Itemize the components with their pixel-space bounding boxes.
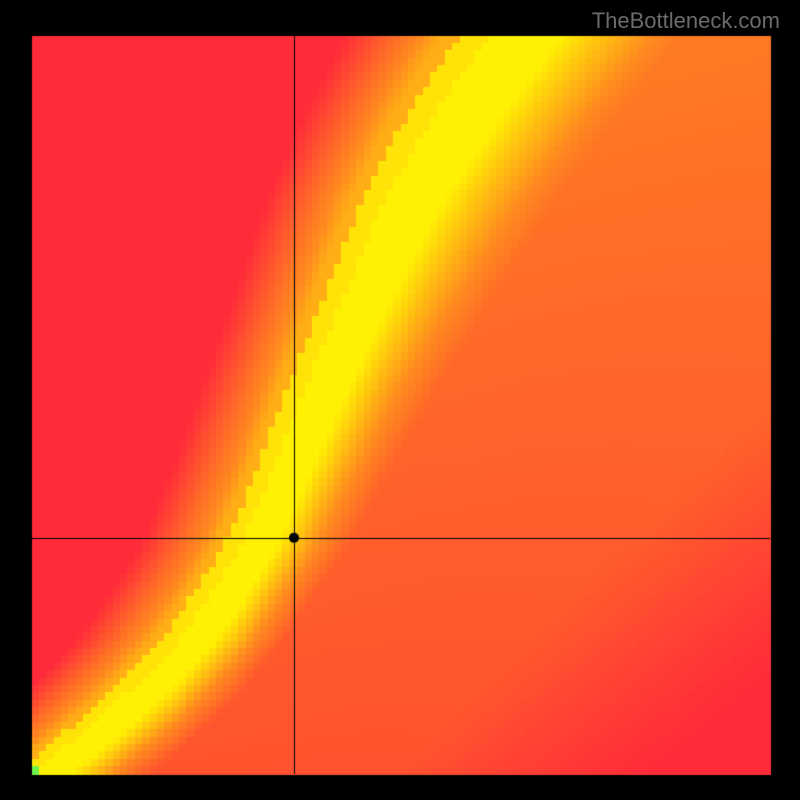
bottleneck-heatmap-canvas <box>0 0 800 800</box>
root-container: TheBottleneck.com <box>0 0 800 800</box>
watermark-text: TheBottleneck.com <box>592 8 780 34</box>
